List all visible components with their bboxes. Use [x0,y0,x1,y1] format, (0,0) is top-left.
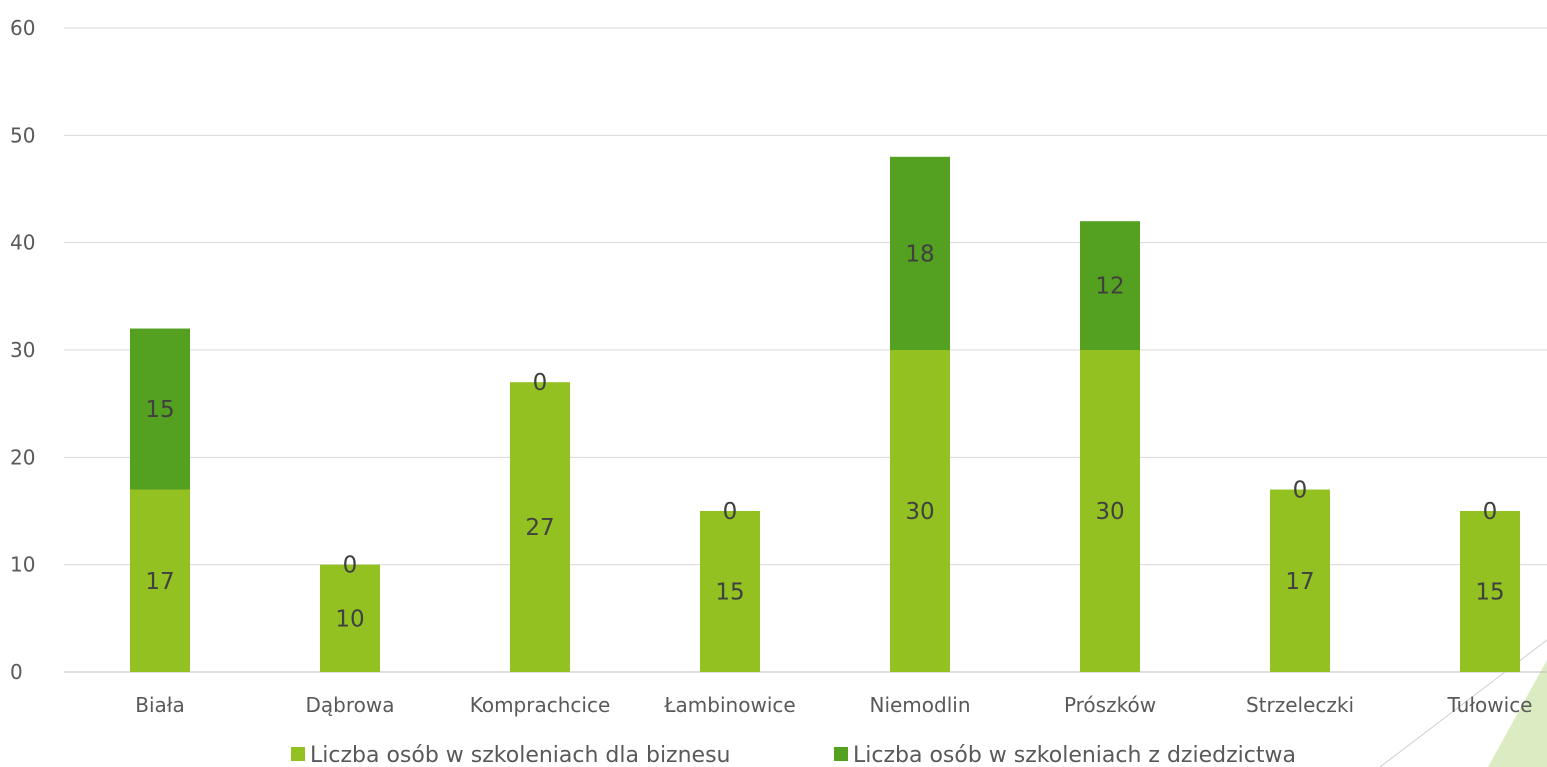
y-tick-label: 40 [10,231,35,255]
data-label-heritage: 12 [1095,274,1124,300]
x-tick-label: Komprachcice [470,693,611,717]
bar-business [890,350,950,672]
data-label-heritage: 0 [1293,478,1308,504]
y-tick-label: 30 [10,338,35,362]
bar-heritage [890,156,950,350]
x-tick-label: Dąbrowa [306,693,395,717]
data-label-heritage: 18 [905,241,934,267]
x-tick-label: Tułowice [1447,693,1533,717]
legend-swatch [291,747,305,761]
legend-label: Liczba osób w szkoleniach dla biznesu [310,743,730,767]
data-label-business: 17 [145,569,174,595]
y-tick-label: 0 [10,660,23,684]
y-tick-label: 20 [10,445,35,469]
data-label-heritage: 0 [533,370,548,396]
y-tick-label: 10 [10,553,35,577]
x-tick-label: Biała [135,693,184,717]
legend: Liczba osób w szkoleniach dla biznesu Lic… [291,743,1296,767]
bar-business [1460,511,1520,672]
data-label-business: 30 [1095,499,1124,525]
data-label-business: 15 [1475,580,1504,606]
data-label-heritage: 0 [343,553,358,579]
data-label-business: 17 [1285,569,1314,595]
data-label-business: 27 [525,515,554,541]
x-axis: Biała Dąbrowa Komprachcice Łambinowice Niemo… [135,693,1532,717]
data-label-heritage: 0 [1483,499,1498,525]
data-label-business: 15 [715,580,744,606]
bar-business [320,564,380,672]
data-label-business: 10 [335,606,364,632]
legend-swatch [834,747,848,761]
bar-business [510,382,570,672]
data-label-heritage: 0 [723,499,738,525]
y-tick-label: 60 [10,16,35,40]
x-tick-label: Łambinowice [663,693,795,717]
bars [130,156,1520,672]
y-axis: 0 10 20 30 40 50 60 [10,16,35,684]
bar-business [1270,489,1330,672]
legend-label: Liczba osób w szkoleniach z dziedzictwa [853,743,1296,767]
data-labels: 17 15 10 0 27 0 15 0 30 18 30 12 17 0 15 0 [145,241,1504,632]
bar-heritage [1080,221,1140,350]
data-label-business: 30 [905,499,934,525]
x-tick-label: Strzeleczki [1246,693,1354,717]
x-tick-label: Prószków [1064,693,1156,717]
data-label-heritage: 15 [145,397,174,423]
x-tick-label: Niemodlin [869,693,970,717]
bar-business [700,511,760,672]
bar-heritage [130,328,190,490]
y-tick-label: 50 [10,123,35,147]
bar-business [130,489,190,672]
bar-business [1080,350,1140,672]
